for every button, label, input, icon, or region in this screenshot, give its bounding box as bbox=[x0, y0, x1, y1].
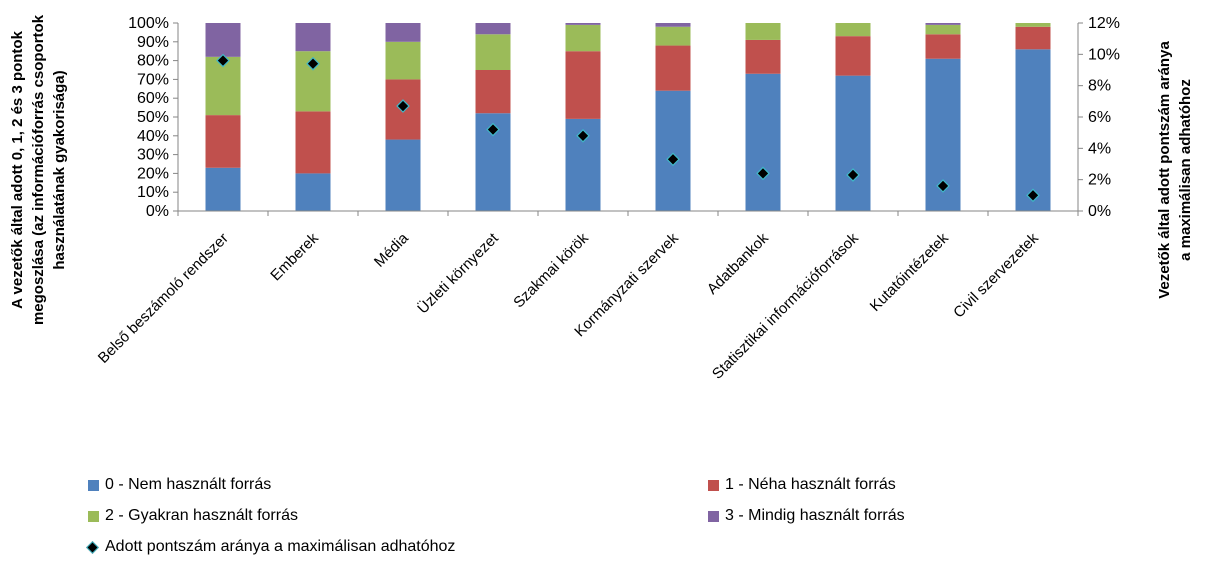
bar-segment-2 bbox=[925, 24, 961, 35]
y2-tick-label: 12% bbox=[1088, 15, 1120, 32]
bar-segment-1 bbox=[655, 45, 691, 91]
ratio-marker bbox=[756, 166, 770, 181]
y-axis-ticks: 0% 10% 20%30% 40% 50% 60% 70%80% 90% 100% bbox=[128, 15, 178, 220]
category-label: Kutatóintézetek bbox=[867, 229, 952, 314]
category-label: Adatbankok bbox=[704, 229, 772, 297]
bar-segment-3 bbox=[655, 23, 691, 27]
bar-segment-0 bbox=[295, 173, 331, 211]
ratio-marker bbox=[306, 56, 320, 71]
y-tick-label: 20% bbox=[137, 165, 169, 182]
bar-segment-0 bbox=[205, 167, 241, 211]
bar-segment-1 bbox=[295, 111, 331, 174]
ratio-marker bbox=[666, 152, 680, 167]
bar-segment-2 bbox=[745, 23, 781, 40]
bar-segment-3 bbox=[475, 23, 511, 35]
legend-item-series-3: 3 - Mindig használt forrás bbox=[708, 507, 905, 525]
ratio-markers bbox=[216, 53, 1040, 203]
bar-segment-0 bbox=[1015, 49, 1051, 211]
legend-label: 2 - Gyakran használt forrás bbox=[105, 507, 298, 524]
y2-tick-label: 2% bbox=[1088, 172, 1111, 189]
bar-segment-1 bbox=[835, 36, 871, 76]
y2-tick-label: 8% bbox=[1088, 78, 1111, 95]
y-tick-label: 0% bbox=[146, 203, 169, 220]
y2-axis-title: Vezetők által adott pontszám aránya a max… bbox=[1156, 41, 1194, 299]
ratio-marker bbox=[216, 53, 230, 68]
bars bbox=[205, 23, 1051, 211]
bar-segment-2 bbox=[835, 23, 871, 37]
bar-segment-3 bbox=[295, 23, 331, 52]
legend-label: 3 - Mindig használt forrás bbox=[725, 507, 905, 524]
bar-segment-2 bbox=[655, 26, 691, 46]
bar-segment-0 bbox=[385, 139, 421, 211]
category-label: Statisztikai információforrások bbox=[709, 229, 862, 382]
ratio-marker bbox=[846, 168, 860, 182]
legend-label: 0 - Nem használt forrás bbox=[105, 476, 272, 493]
y2-tick-label: 0% bbox=[1088, 203, 1111, 220]
bar-segment-2 bbox=[1015, 23, 1051, 27]
legend: 0 - Nem használt forrás 1 - Néha használ… bbox=[86, 476, 1188, 561]
y2-axis-title-line: Vezetők által adott pontszám aránya bbox=[1156, 41, 1173, 299]
legend-item-ratio: Adott pontszám aránya a maximálisan adha… bbox=[86, 538, 456, 556]
y-axis-title-line: megoszlása (az információforrás csoporto… bbox=[30, 14, 47, 325]
legend-swatch bbox=[88, 479, 99, 491]
category-label: Média bbox=[371, 229, 412, 270]
ratio-marker bbox=[936, 179, 950, 193]
y2-axis-title-line: a maximálisan adhatóhoz bbox=[1177, 79, 1194, 261]
y-axis-title-line: A vezetők által adott 0, 1, 2 és 3 ponto… bbox=[9, 30, 26, 309]
legend-item-series-0: 0 - Nem használt forrás bbox=[88, 476, 271, 494]
legend-swatch bbox=[708, 510, 719, 522]
bar-segment-2 bbox=[385, 41, 421, 80]
legend-label: Adott pontszám aránya a maximálisan adha… bbox=[105, 538, 456, 555]
y-tick-label: 70% bbox=[137, 71, 169, 88]
bar-segment-3 bbox=[925, 23, 961, 25]
category-label: Belső beszámoló rendszer bbox=[95, 230, 232, 367]
bar-segment-3 bbox=[385, 23, 421, 42]
y2-tick-label: 10% bbox=[1088, 46, 1120, 63]
y-tick-label: 90% bbox=[137, 34, 169, 51]
y2-axis-ticks: 0% 2% 4% 6% 8% 10% 12% bbox=[1078, 15, 1120, 220]
y2-tick-label: 6% bbox=[1088, 109, 1111, 126]
legend-swatch bbox=[708, 479, 719, 491]
y-axis-title: A vezetők által adott 0, 1, 2 és 3 ponto… bbox=[9, 14, 68, 325]
y2-tick-label: 4% bbox=[1088, 140, 1111, 157]
bar-segment-3 bbox=[205, 23, 241, 57]
y-tick-label: 50% bbox=[137, 109, 169, 126]
bar-segment-1 bbox=[205, 115, 241, 168]
y-tick-label: 30% bbox=[137, 147, 169, 164]
legend-label: 1 - Néha használt forrás bbox=[725, 476, 896, 493]
category-label: Üzleti környezet bbox=[414, 229, 503, 318]
category-label: Civil szervezetek bbox=[950, 229, 1042, 321]
legend-swatch bbox=[88, 510, 99, 522]
category-label: Szakmai körök bbox=[510, 229, 592, 311]
bar-segment-1 bbox=[1015, 26, 1051, 50]
bar-segment-2 bbox=[475, 34, 511, 70]
diamond-marker-icon bbox=[86, 540, 99, 554]
category-label: Emberek bbox=[267, 229, 322, 284]
bar-segment-0 bbox=[745, 73, 781, 211]
bar-segment-0 bbox=[835, 75, 871, 211]
bar-segment-1 bbox=[745, 39, 781, 74]
ratio-marker bbox=[576, 128, 590, 143]
ratio-marker bbox=[1026, 188, 1040, 203]
category-label: Kormányzati szervek bbox=[571, 229, 682, 340]
legend-item-series-2: 2 - Gyakran használt forrás bbox=[88, 507, 298, 525]
y-tick-label: 60% bbox=[137, 90, 169, 107]
bar-segment-1 bbox=[925, 34, 961, 59]
ratio-marker bbox=[486, 122, 500, 137]
ratio-marker bbox=[396, 99, 410, 113]
y-axis-title-line: használatának gyakorisága) bbox=[51, 70, 68, 269]
bar-segment-1 bbox=[475, 70, 511, 114]
bar-segment-1 bbox=[565, 51, 601, 119]
bar-segment-2 bbox=[565, 24, 601, 52]
bar-segment-0 bbox=[655, 90, 691, 211]
category-labels: Belső beszámoló rendszer Emberek Média Üzle… bbox=[95, 211, 1079, 383]
y-tick-label: 10% bbox=[137, 184, 169, 201]
y-tick-label: 80% bbox=[137, 53, 169, 70]
y-tick-label: 100% bbox=[128, 15, 169, 32]
bar-segment-3 bbox=[565, 23, 601, 25]
legend-item-series-1: 1 - Néha használt forrás bbox=[708, 476, 896, 494]
y-tick-label: 40% bbox=[137, 128, 169, 145]
